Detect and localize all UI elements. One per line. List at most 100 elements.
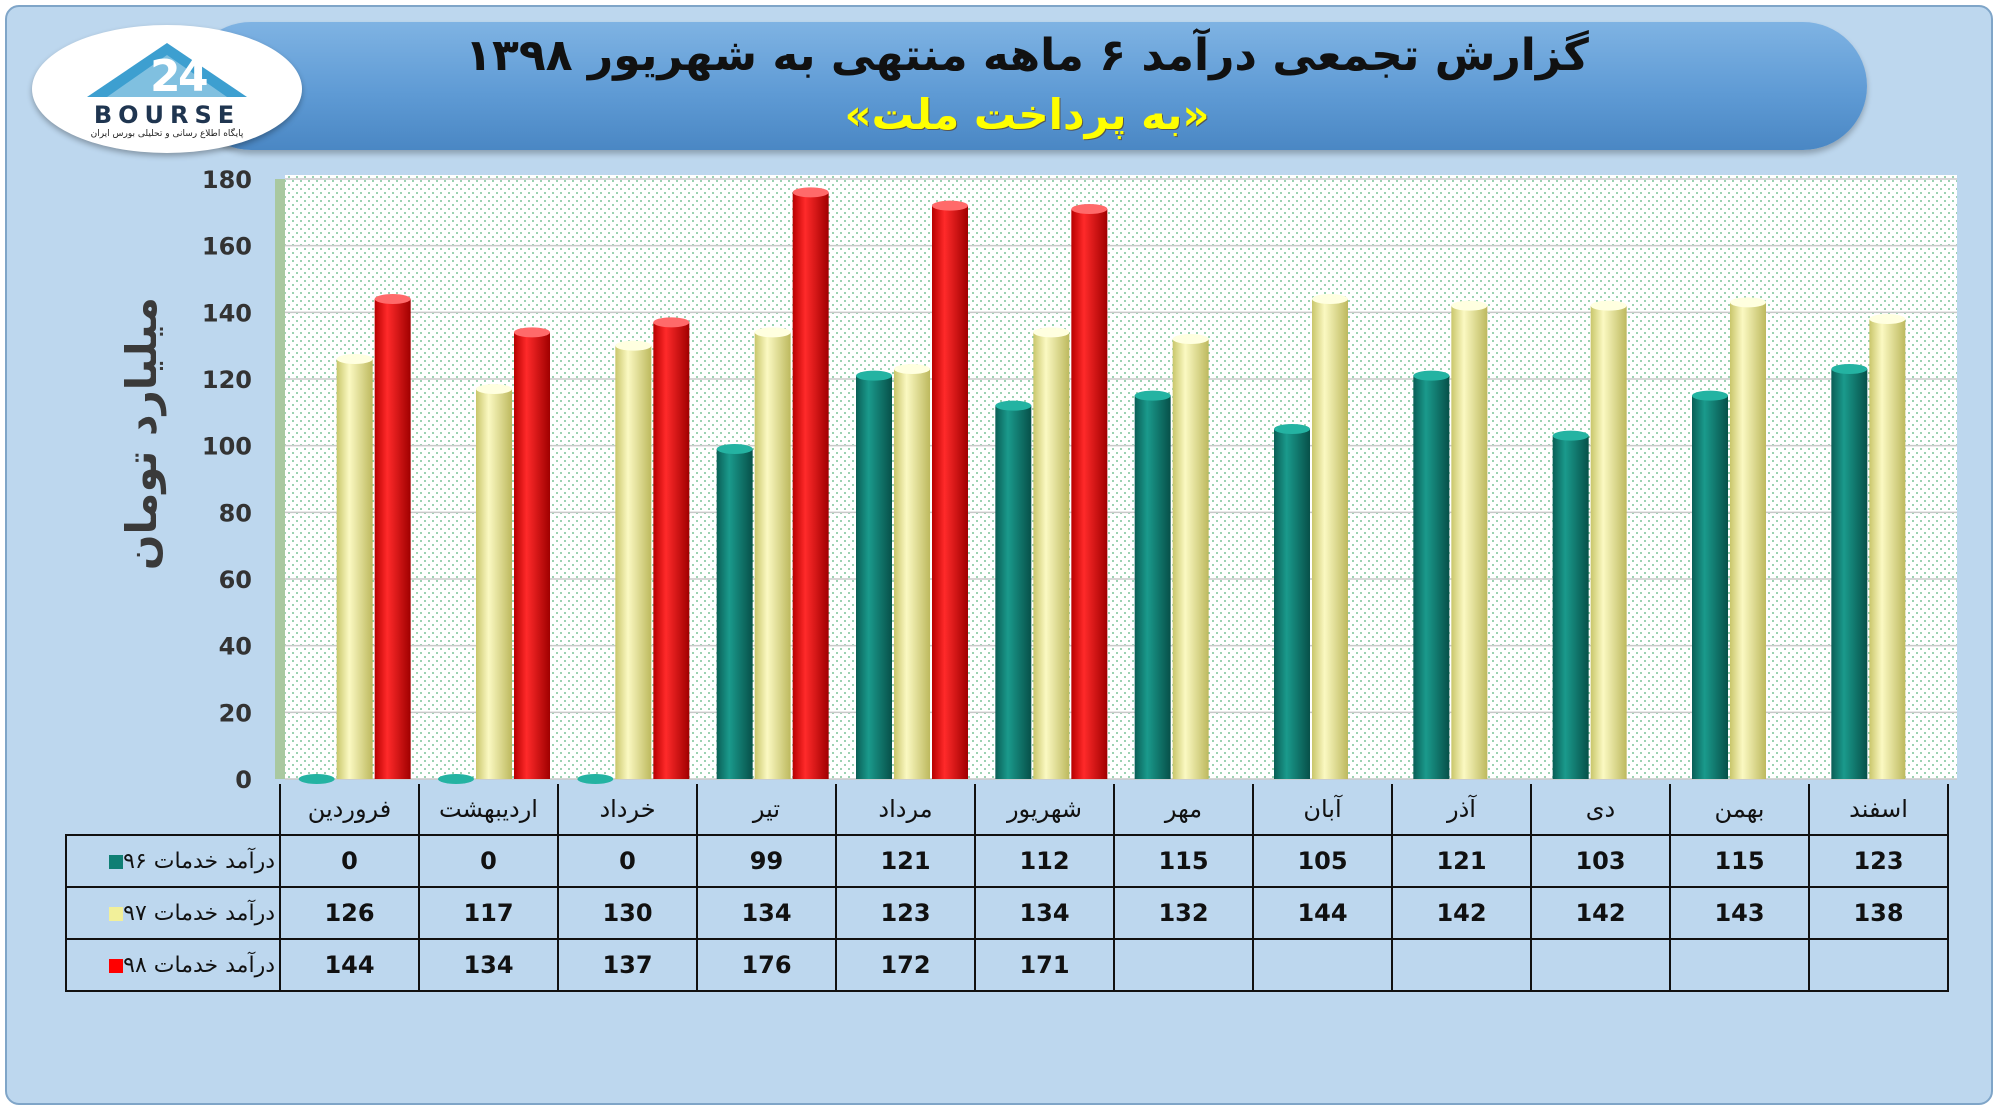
bar-cap xyxy=(1033,327,1070,338)
bar-body xyxy=(374,299,411,779)
bar-cap xyxy=(1172,334,1209,344)
legend-entry: درآمد خدمات ۹۷ xyxy=(65,886,281,940)
gridlines xyxy=(285,178,1957,780)
bar xyxy=(514,327,550,779)
bar-body xyxy=(1033,332,1070,779)
bar-cap xyxy=(653,317,690,328)
table-row: درآمد خدمات ۹۶ 0 0 0 99 121 112 115 105 121 103 115… xyxy=(65,834,1949,888)
table-row: فروردین اردیبهشت خرداد تیر مرداد شهریور مهر آبا… xyxy=(66,784,1949,836)
data-label: 138 xyxy=(1808,886,1949,940)
bar-cap xyxy=(1413,370,1450,381)
data-label: 0 xyxy=(279,834,420,888)
y-tick-label: 120 xyxy=(202,366,252,394)
bar xyxy=(995,400,1032,779)
data-label: 176 xyxy=(696,938,837,992)
bar-cap xyxy=(374,294,411,304)
bar xyxy=(1134,390,1171,779)
bar xyxy=(792,187,829,780)
bar xyxy=(1869,314,1906,779)
y-tick-label: 140 xyxy=(202,299,252,327)
y-tick-label: 160 xyxy=(202,233,252,261)
data-label: 0 xyxy=(418,834,559,888)
bar xyxy=(856,370,892,779)
data-label: 144 xyxy=(279,938,420,992)
bar xyxy=(1274,424,1310,779)
bar-cap xyxy=(1274,424,1310,434)
data-label: 115 xyxy=(1669,834,1810,888)
bar-cap xyxy=(1552,430,1589,441)
bar xyxy=(1451,300,1488,779)
y-tick-label: 20 xyxy=(219,699,252,727)
bar-body xyxy=(1274,429,1310,779)
data-label: 126 xyxy=(279,886,420,940)
table-corner xyxy=(66,784,280,835)
bar-cap xyxy=(792,187,829,198)
y-tick-label: 80 xyxy=(219,499,252,527)
y-tick-label: 40 xyxy=(219,633,252,661)
bar-cap xyxy=(856,370,892,381)
table-row: درآمد خدمات ۹۸ 144 134 137 176 172 171 xyxy=(65,938,1949,992)
bar xyxy=(336,354,373,779)
bar-cap xyxy=(1730,297,1766,308)
bar-cap xyxy=(476,384,512,394)
bar-body xyxy=(615,345,652,779)
bar-cap xyxy=(336,354,373,364)
data-label: 0 xyxy=(557,834,698,888)
bar-chart: 0 20 40 60 80 100 120 140 160 180 xyxy=(202,166,1957,794)
bar-cap xyxy=(1071,204,1108,214)
plot-side-wall xyxy=(275,179,285,779)
legend-entry: درآمد خدمات ۹۸ xyxy=(65,938,281,992)
bar-body xyxy=(476,389,512,779)
data-table: فروردین اردیبهشت خرداد تیر مرداد شهریور مهر آبا… xyxy=(65,784,1949,992)
data-label: 142 xyxy=(1530,886,1671,940)
bar-cap xyxy=(716,444,753,454)
bar-body xyxy=(754,332,791,779)
bar xyxy=(577,774,614,784)
data-label xyxy=(1391,938,1532,992)
bar-body xyxy=(1552,435,1589,779)
bar-body xyxy=(932,205,968,779)
x-tick-label: آذر xyxy=(1391,784,1532,836)
plot-background xyxy=(285,175,1957,779)
data-label: 99 xyxy=(696,834,837,888)
svg-text:2: 2 xyxy=(150,51,181,102)
bar-body xyxy=(894,369,930,779)
y-tick-label: 100 xyxy=(202,433,252,461)
bar xyxy=(615,340,652,779)
x-tick-label: آبان xyxy=(1252,784,1393,836)
x-tick-label: مهر xyxy=(1113,784,1254,836)
bar-body xyxy=(514,332,550,779)
chart-subtitle: «به پرداخت ملت» xyxy=(844,90,1210,139)
bar xyxy=(754,327,791,779)
data-label: 130 xyxy=(557,886,698,940)
data-label xyxy=(1113,938,1254,992)
bar-cap xyxy=(754,327,791,338)
bar-body xyxy=(1071,209,1108,779)
data-label: 123 xyxy=(835,886,976,940)
bar-body xyxy=(1172,339,1209,779)
bar-body xyxy=(1831,369,1868,779)
data-label: 171 xyxy=(974,938,1115,992)
bar xyxy=(1071,204,1108,779)
svg-text:4: 4 xyxy=(178,51,209,102)
bar-body xyxy=(1692,395,1728,779)
bourse24-logo: 2 4 BOURSE پایگاه اطلاع رسانی و تحلیلی ب… xyxy=(32,25,302,153)
data-label: 112 xyxy=(974,834,1115,888)
logo-tagline: پایگاه اطلاع رسانی و تحلیلی بورس ایران xyxy=(90,129,244,139)
bar xyxy=(1590,300,1627,779)
y-axis-ticks: 0 20 40 60 80 100 120 140 160 180 xyxy=(202,166,252,794)
data-label: 143 xyxy=(1669,886,1810,940)
x-tick-label: مرداد xyxy=(835,784,976,836)
bar-body xyxy=(1134,395,1171,779)
bar xyxy=(1831,364,1868,779)
bar xyxy=(1033,327,1070,779)
bar-body xyxy=(716,449,753,779)
data-label: 115 xyxy=(1113,834,1254,888)
bar-cap xyxy=(1692,390,1728,401)
bar-cap xyxy=(894,364,930,374)
bar xyxy=(932,200,968,779)
bar-body xyxy=(1413,375,1450,779)
table-row: درآمد خدمات ۹۷ 126 117 130 134 123 134 132 144 14… xyxy=(65,886,1949,940)
bar xyxy=(716,444,753,779)
legend-label: درآمد خدمات ۹۸ xyxy=(123,952,275,978)
